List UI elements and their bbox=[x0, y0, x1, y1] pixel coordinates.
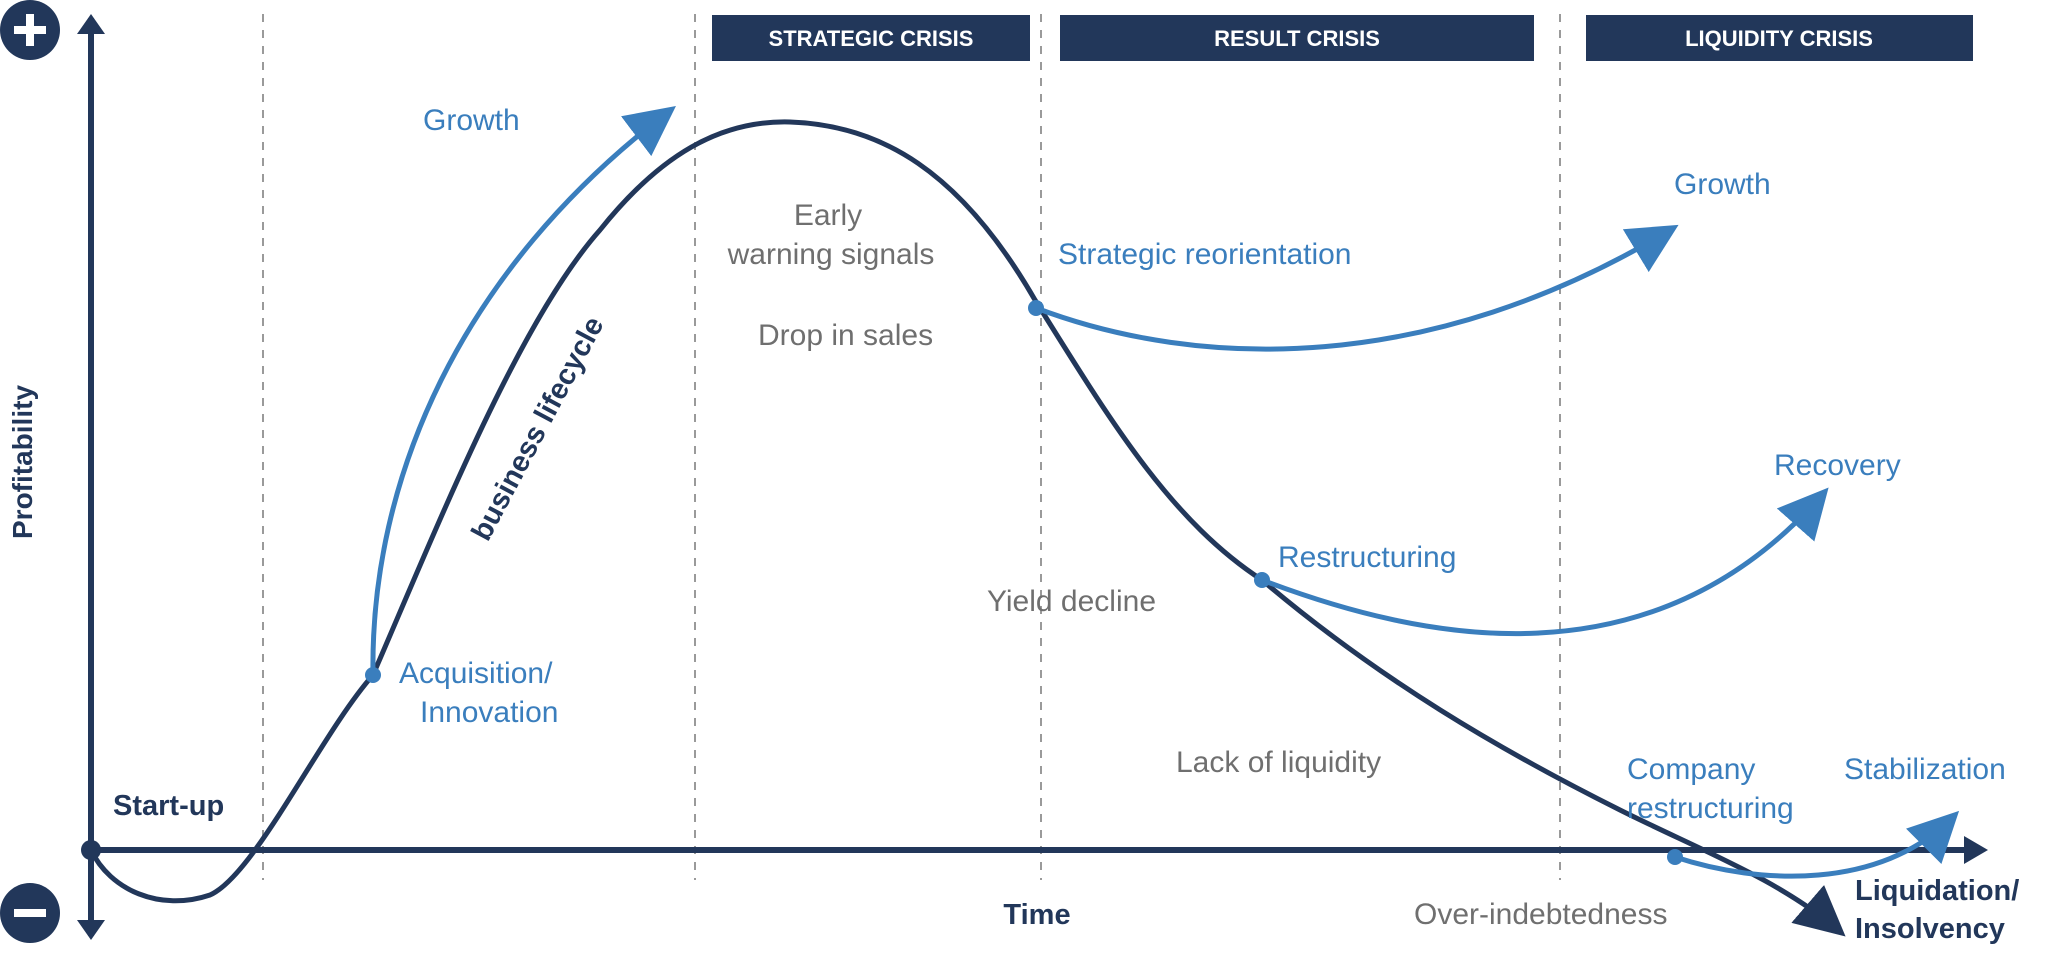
label-liquidation-line1: Liquidation/ bbox=[1855, 875, 2019, 907]
label-strategic-reorientation: Strategic reorientation bbox=[1058, 238, 1352, 271]
strategic-reorientation-curve bbox=[1035, 224, 1679, 352]
phase-banners: STRATEGIC CRISIS RESULT CRISIS LIQUIDITY… bbox=[712, 15, 1973, 61]
branch-curves bbox=[370, 105, 1960, 879]
label-lack-of-liquidity: Lack of liquidity bbox=[1176, 746, 1381, 779]
axes bbox=[77, 14, 1988, 940]
company-restructuring-curve bbox=[1674, 810, 1960, 879]
phase-banner-liquidity bbox=[1586, 15, 1973, 61]
phase-label-strategic: STRATEGIC CRISIS bbox=[769, 26, 974, 51]
phase-dividers bbox=[262, 14, 1561, 880]
company-restructuring-point bbox=[1667, 849, 1683, 865]
y-axis-arrow-bottom bbox=[77, 920, 105, 940]
plus-icon bbox=[0, 0, 60, 60]
business-lifecycle-label: business lifecycle bbox=[466, 312, 611, 546]
label-startup: Start-up bbox=[113, 790, 224, 822]
y-axis-label: Profitability bbox=[7, 385, 38, 539]
y-axis-arrow-top bbox=[77, 14, 105, 34]
label-early-warning-line1: Early bbox=[794, 199, 862, 232]
label-recovery: Recovery bbox=[1774, 449, 1901, 482]
business-lifecycle-curve bbox=[88, 119, 1846, 937]
label-stabilization: Stabilization bbox=[1844, 753, 2006, 786]
restructuring-point bbox=[1254, 572, 1270, 588]
label-company-restructuring-line1: Company bbox=[1627, 753, 1755, 786]
phase-banner-result bbox=[1060, 15, 1534, 61]
label-acquisition-line1: Acquisition/ bbox=[399, 657, 553, 690]
label-liquidation-line2: Insolvency bbox=[1855, 913, 2005, 945]
phase-banner-strategic bbox=[712, 15, 1030, 61]
branch-points bbox=[365, 300, 1683, 865]
minus-icon bbox=[0, 883, 60, 943]
acquisition-point bbox=[365, 667, 381, 683]
phase-label-result: RESULT CRISIS bbox=[1214, 26, 1380, 51]
restructuring-curve bbox=[1261, 487, 1829, 637]
label-restructuring: Restructuring bbox=[1278, 541, 1456, 574]
startup-point bbox=[81, 840, 101, 860]
strategic-reorientation-point bbox=[1028, 300, 1044, 316]
growth-branch-curve bbox=[370, 105, 676, 676]
label-growth-2: Growth bbox=[1674, 168, 1771, 201]
label-growth-1: Growth bbox=[423, 104, 520, 137]
phase-label-liquidity: LIQUIDITY CRISIS bbox=[1685, 26, 1873, 51]
label-company-restructuring-line2: restructuring bbox=[1627, 792, 1794, 825]
label-early-warning-line2: warning signals bbox=[727, 238, 935, 271]
label-yield-decline: Yield decline bbox=[987, 585, 1156, 618]
x-axis-label: Time bbox=[1003, 899, 1070, 931]
label-over-indebtedness: Over-indebtedness bbox=[1414, 898, 1667, 931]
label-acquisition-line2: Innovation bbox=[420, 696, 558, 729]
x-axis-arrow bbox=[1964, 836, 1988, 864]
label-drop-in-sales: Drop in sales bbox=[758, 319, 933, 352]
